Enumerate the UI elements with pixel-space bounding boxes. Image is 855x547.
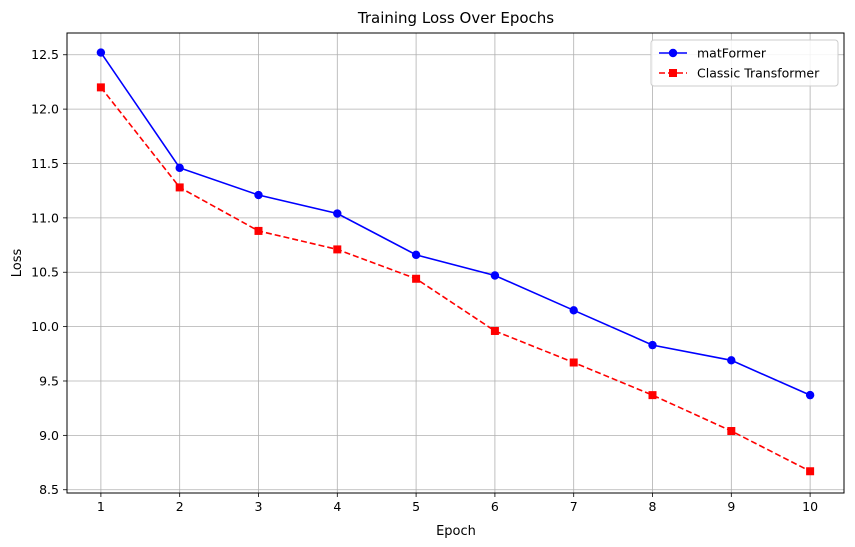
legend-box [650, 39, 839, 87]
x-tick-label: 7 [570, 499, 578, 514]
y-axis: 8.5 9.0 9.5 10.0 10.5 11.0 11.5 12.0 12.5 [31, 47, 67, 497]
data-point [175, 163, 184, 173]
data-point [254, 190, 263, 200]
y-tick-label: 8.5 [39, 482, 59, 497]
y-axis-label: Loss [10, 249, 25, 278]
data-point [805, 390, 815, 400]
legend: matFormer Classic Transformer [650, 39, 839, 87]
x-tick-label: 6 [491, 499, 499, 514]
legend-item: Classic Transformer [659, 66, 820, 81]
x-tick-label: 9 [727, 499, 735, 514]
data-point [96, 48, 106, 57]
data-point [569, 306, 578, 315]
data-point [490, 326, 499, 335]
legend-label: matFormer [697, 46, 767, 61]
x-axis: 1 2 3 4 5 6 7 8 9 10 [97, 493, 818, 514]
series-2 [96, 83, 815, 476]
series-line [100, 52, 811, 396]
y-tick-label: 12.5 [31, 47, 59, 62]
data-point [412, 274, 421, 283]
y-tick-label: 11.5 [31, 156, 59, 171]
data-point [648, 340, 657, 350]
data-point [490, 271, 500, 280]
series-1 [96, 48, 815, 400]
y-tick-label: 12.0 [31, 102, 59, 117]
series-line [100, 86, 811, 472]
data-point [569, 358, 578, 367]
y-tick-label: 10.0 [31, 319, 59, 334]
grid-lines [67, 33, 844, 493]
x-tick-label: 5 [412, 499, 420, 514]
x-tick-label: 2 [176, 499, 184, 514]
x-axis-label: Epoch [436, 524, 476, 539]
y-tick-label: 9.5 [39, 373, 59, 388]
y-tick-label: 9.0 [39, 428, 59, 443]
data-point [175, 183, 184, 192]
x-tick-label: 8 [649, 499, 657, 514]
chart-title: Training Loss Over Epochs [357, 9, 554, 27]
data-point [727, 356, 736, 365]
data-point [806, 467, 815, 476]
legend-label: Classic Transformer [697, 66, 820, 81]
data-point [727, 427, 736, 436]
legend-marker [669, 69, 677, 77]
series-layer [96, 48, 815, 476]
data-point [333, 245, 342, 254]
plot-frame [66, 32, 845, 494]
data-point [648, 391, 657, 400]
data-point [96, 83, 105, 92]
y-tick-label: 11.0 [31, 210, 59, 225]
x-tick-label: 1 [97, 499, 105, 514]
x-tick-label: 4 [333, 499, 341, 514]
data-point [254, 226, 263, 235]
data-point [411, 250, 421, 260]
y-tick-label: 10.5 [31, 265, 59, 280]
legend-marker [668, 48, 678, 58]
x-tick-label: 10 [802, 499, 818, 514]
legend-item: matFormer [659, 46, 767, 61]
x-tick-label: 3 [255, 499, 263, 514]
data-point [333, 209, 342, 218]
